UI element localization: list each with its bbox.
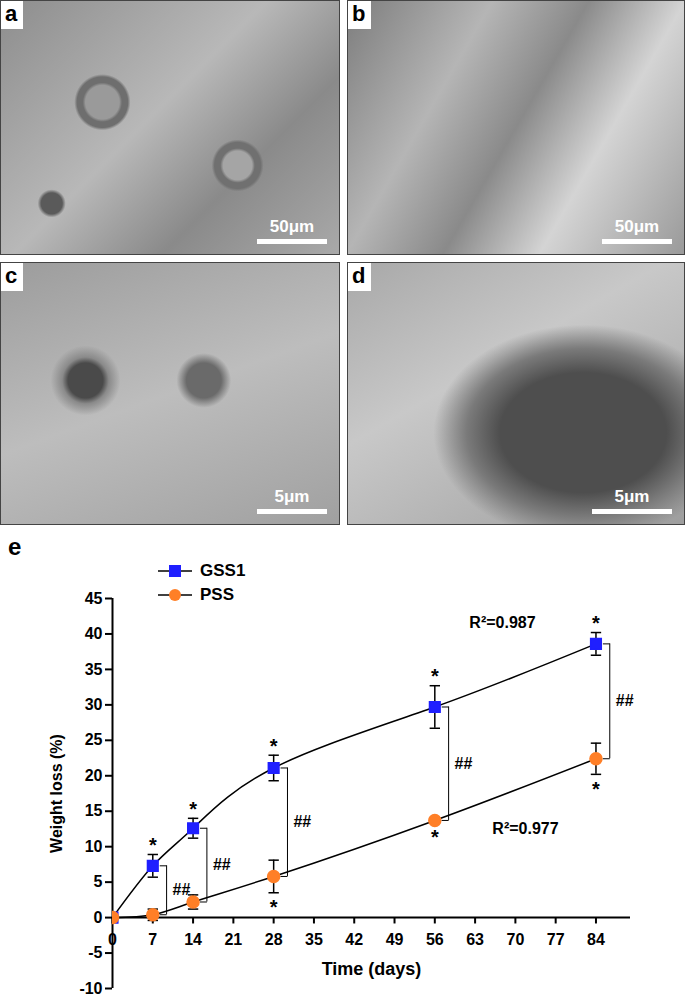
svg-text:56: 56	[426, 931, 444, 948]
html-text:e: e	[8, 533, 22, 560]
html-text:5μm: 5μm	[274, 487, 310, 506]
svg-text:*: *	[431, 665, 439, 687]
svg-text:R²=0.987: R²=0.987	[469, 614, 535, 631]
html-text:PSS: PSS	[200, 585, 234, 604]
html-text:c: c	[5, 263, 18, 288]
svg-text:25: 25	[85, 731, 103, 748]
svg-text:*: *	[149, 834, 157, 856]
svg-text:*: *	[592, 612, 600, 634]
svg-text:45: 45	[85, 590, 103, 607]
svg-text:49: 49	[386, 931, 404, 948]
svg-text:0: 0	[108, 931, 117, 948]
svg-text:*: *	[189, 798, 197, 820]
svg-text:0: 0	[94, 909, 103, 926]
svg-text:40: 40	[85, 625, 103, 642]
svg-text:77: 77	[547, 931, 565, 948]
svg-text:84: 84	[587, 931, 605, 948]
svg-text:15: 15	[85, 802, 103, 819]
svg-text:28: 28	[265, 931, 283, 948]
svg-text:*: *	[270, 735, 278, 757]
svg-text:5: 5	[94, 873, 103, 890]
html-text:a: a	[5, 1, 18, 26]
html-text:5μm: 5μm	[614, 487, 650, 506]
html-text:b: b	[352, 1, 366, 26]
svg-text:14: 14	[184, 931, 202, 948]
svg-text:##: ##	[616, 692, 634, 709]
svg-text:10: 10	[85, 838, 103, 855]
svg-text:##: ##	[173, 881, 191, 898]
svg-text:7: 7	[148, 931, 157, 948]
html-text:d: d	[352, 263, 366, 288]
html-text:50μm: 50μm	[269, 217, 315, 236]
svg-text:*: *	[592, 778, 600, 800]
svg-text:-5: -5	[88, 944, 102, 961]
svg-text:-10: -10	[79, 980, 102, 997]
svg-text:*: *	[270, 896, 278, 918]
svg-text:63: 63	[466, 931, 484, 948]
svg-text:##: ##	[213, 856, 231, 873]
svg-text:Weight loss (%): Weight loss (%)	[48, 734, 65, 853]
svg-text:Time (days): Time (days)	[322, 959, 422, 979]
html-text:GSS1: GSS1	[200, 561, 246, 580]
svg-text:30: 30	[85, 696, 103, 713]
svg-text:42: 42	[345, 931, 363, 948]
svg-text:##: ##	[293, 813, 311, 830]
svg-text:70: 70	[506, 931, 524, 948]
svg-text:35: 35	[85, 661, 103, 678]
svg-text:*: *	[431, 826, 439, 848]
html-text:50μm: 50μm	[614, 217, 660, 236]
svg-text:20: 20	[85, 767, 103, 784]
svg-text:R²=0.977: R²=0.977	[492, 820, 558, 837]
svg-text:21: 21	[224, 931, 242, 948]
svg-text:##: ##	[455, 755, 473, 772]
svg-text:35: 35	[305, 931, 323, 948]
